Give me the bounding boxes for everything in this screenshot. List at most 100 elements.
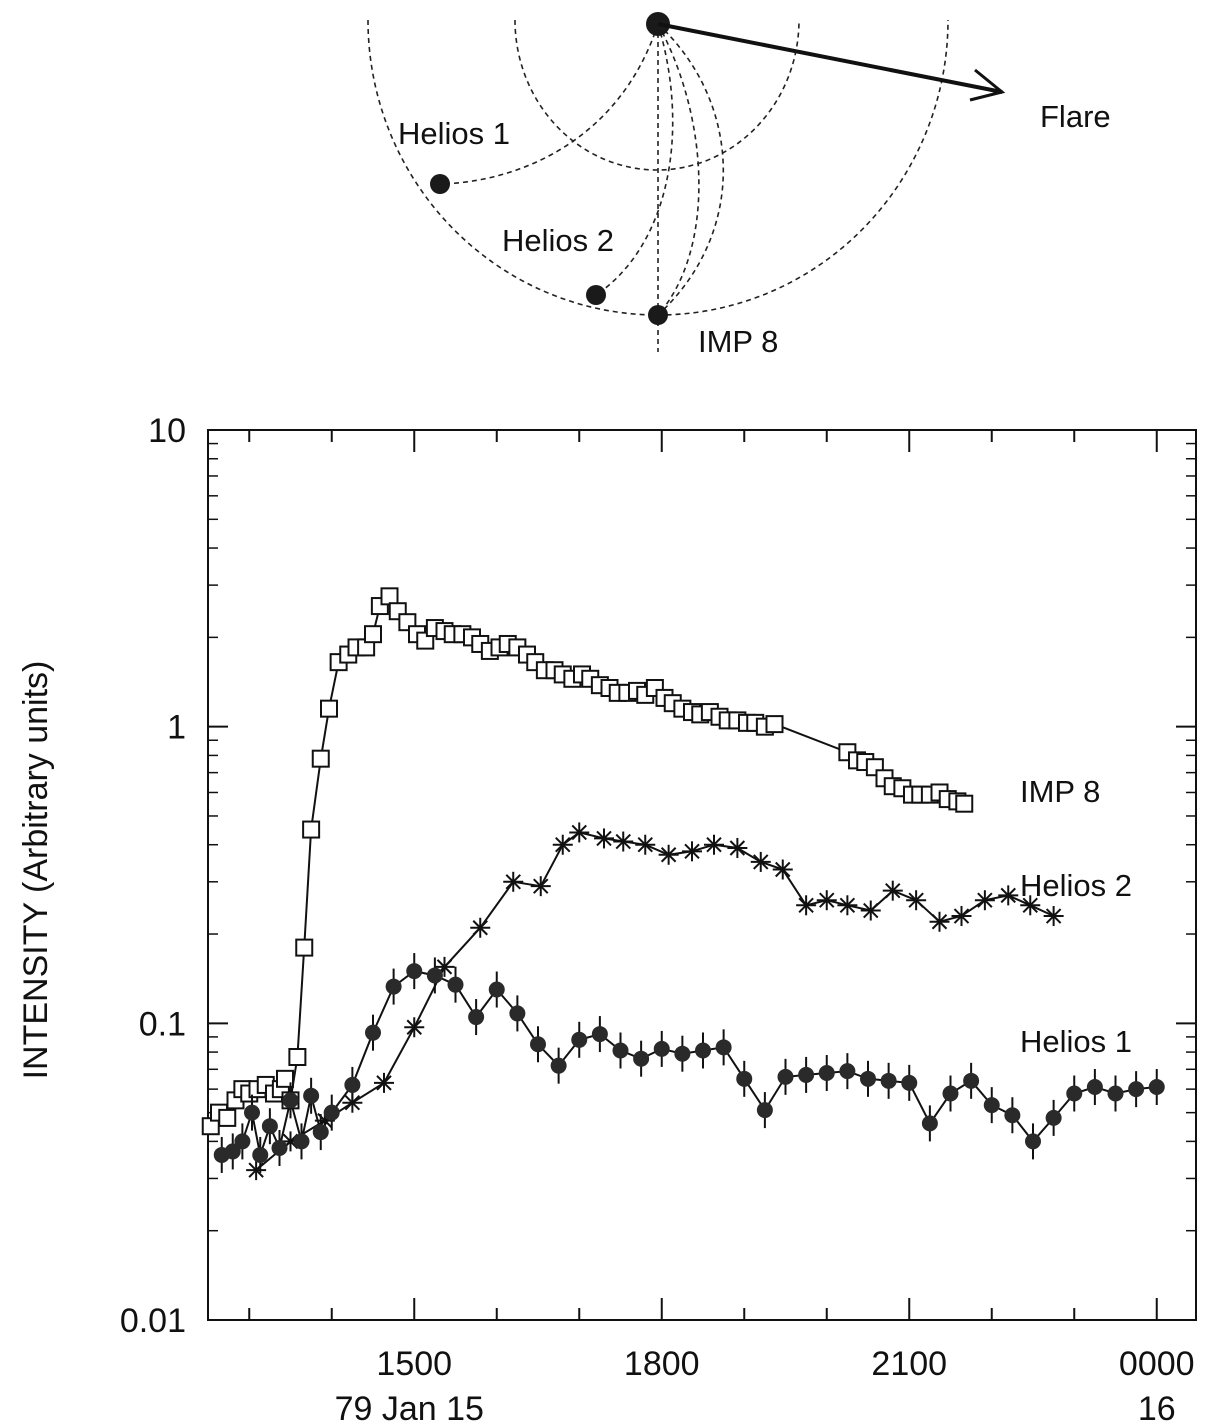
data-point [1086, 1069, 1103, 1106]
data-point [293, 1123, 310, 1160]
data-point [715, 1029, 732, 1066]
series-labels: IMP 8 Helios 2 Helios 1 [1020, 774, 1132, 1059]
data-point [816, 890, 837, 911]
y-axis-label: INTENSITY (Arbitrary units) [17, 661, 55, 1080]
data-point [364, 625, 382, 644]
data-point [1025, 1123, 1041, 1160]
axes: 0.01 0.1 1 10 1500 1800 2100 0000 79 Jan 15 16 [120, 412, 1196, 1427]
diagram-label-flare: Flare [1040, 99, 1111, 134]
data-point [756, 1092, 773, 1129]
x-tick-label: 1500 [376, 1345, 452, 1383]
data-point [1148, 1069, 1165, 1106]
diagram-label-imp8: IMP 8 [698, 324, 778, 359]
data-point [796, 895, 817, 916]
series-label: IMP 8 [1020, 774, 1100, 809]
x-date-label: 16 [1138, 1390, 1176, 1427]
data-point [1043, 906, 1064, 927]
data-point [404, 1017, 425, 1038]
data-point [882, 880, 903, 901]
data-point [323, 1094, 340, 1131]
data-point [695, 1032, 711, 1069]
data-point [837, 895, 858, 916]
data-point [288, 1048, 307, 1067]
data-point [385, 968, 402, 1005]
data-point [434, 956, 455, 977]
flare-arrow-head [969, 68, 1006, 102]
field-line-flare [657, 23, 725, 316]
data-point [246, 1160, 267, 1181]
data-point [612, 1032, 629, 1069]
field-line-helios2 [595, 23, 674, 296]
data-point [818, 1055, 835, 1092]
series-imp-8 [201, 587, 974, 1136]
data-point [653, 1030, 670, 1067]
data-point [530, 876, 551, 897]
x-tick-label: 1800 [624, 1345, 700, 1383]
data-point [276, 1069, 294, 1088]
orbit-inner [514, 19, 800, 171]
orbit-diagram [367, 19, 949, 352]
data-point [1020, 895, 1041, 916]
data-point [765, 715, 784, 734]
x-date-label: 79 Jan 15 [335, 1390, 484, 1427]
data-point [998, 885, 1019, 906]
data-point [1045, 1099, 1062, 1136]
series-helios-2 [246, 822, 1064, 1181]
data-point [374, 1072, 394, 1093]
x-tick-label: 2100 [871, 1345, 947, 1383]
field-line-imp8 [657, 23, 700, 316]
y-tick-label: 0.01 [120, 1302, 186, 1340]
data-point [963, 1062, 980, 1099]
data-point [613, 831, 634, 852]
data-point [530, 1026, 546, 1063]
data-point [312, 1114, 329, 1151]
data-point [860, 1060, 876, 1097]
data-point [218, 1108, 237, 1127]
series-label: Helios 2 [1020, 868, 1132, 903]
data-point [658, 844, 679, 865]
data-point [704, 834, 724, 855]
data-point [295, 938, 314, 957]
data-point [406, 953, 423, 990]
data-point [550, 1047, 567, 1084]
data-point [1066, 1075, 1083, 1112]
data-point [488, 971, 505, 1008]
field-line-helios1 [439, 23, 659, 185]
x-tick-label: 0000 [1119, 1345, 1195, 1383]
data-point [594, 828, 614, 849]
data-point [798, 1056, 815, 1093]
y-tick-label: 0.1 [139, 1005, 186, 1043]
data-point [942, 1075, 959, 1112]
data-point [365, 1014, 381, 1051]
data-point [234, 1123, 251, 1160]
data-point [569, 822, 590, 843]
data-point [983, 1087, 1000, 1124]
data-point [635, 834, 656, 855]
data-point [303, 1077, 320, 1114]
data-point [271, 1129, 288, 1166]
data-point [777, 1058, 794, 1095]
data-point [261, 1108, 278, 1145]
data-point [447, 966, 464, 1003]
helios2-dot [586, 285, 606, 305]
diagram-label-helios2: Helios 2 [502, 223, 614, 258]
data-point [921, 1105, 938, 1142]
data-point [302, 820, 321, 839]
data-point [880, 1062, 897, 1099]
data-point [320, 699, 338, 718]
data-point [503, 871, 524, 892]
plot-frame [207, 429, 1197, 1321]
series-label: Helios 1 [1020, 1024, 1132, 1059]
data-point [252, 1136, 269, 1173]
data-point [380, 587, 399, 606]
data-point [591, 1016, 608, 1053]
data-point [929, 911, 950, 932]
data-point [860, 900, 881, 921]
data-point [974, 890, 995, 911]
data-point [282, 1082, 299, 1119]
data-point [906, 890, 927, 911]
data-point [344, 1066, 361, 1103]
data-point [951, 906, 972, 927]
data-point [311, 749, 330, 768]
